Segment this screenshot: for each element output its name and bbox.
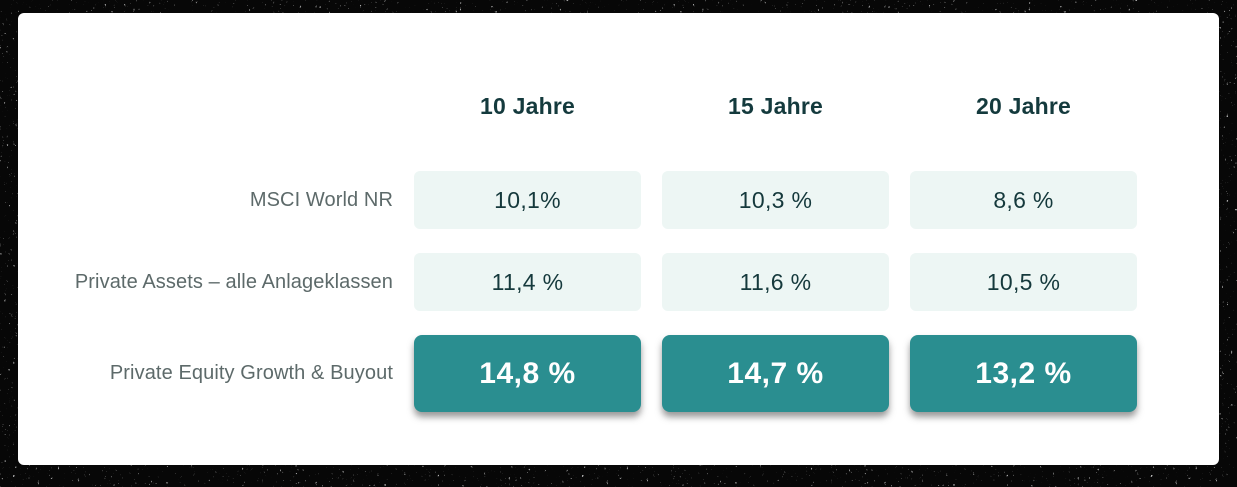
row-label-msci-world-nr: MSCI World NR — [249, 188, 393, 211]
row-label-private-equity: Private Equity Growth & Buyout — [109, 362, 393, 384]
returns-table: 10 Jahre 15 Jahre 20 Jahre MSCI World NR… — [18, 13, 1219, 412]
content-card: 10 Jahre 15 Jahre 20 Jahre MSCI World NR… — [18, 13, 1219, 465]
value-cell: 8,6 % — [910, 171, 1137, 229]
value-cell: 11,4 % — [414, 253, 641, 311]
value-cell: 10,1% — [414, 171, 641, 229]
value-cell: 10,5 % — [910, 253, 1137, 311]
column-header-20-jahre: 20 Jahre — [976, 93, 1071, 119]
value-cell: 10,3 % — [662, 171, 889, 229]
highlight-value-cell: 14,7 % — [662, 335, 889, 412]
row-label-private-assets: Private Assets – alle Anlageklassen — [74, 270, 393, 293]
column-header-10-jahre: 10 Jahre — [480, 93, 575, 119]
value-cell: 11,6 % — [662, 253, 889, 311]
highlight-value-cell: 13,2 % — [910, 335, 1137, 412]
highlight-value-cell: 14,8 % — [414, 335, 641, 412]
column-header-15-jahre: 15 Jahre — [728, 93, 823, 119]
